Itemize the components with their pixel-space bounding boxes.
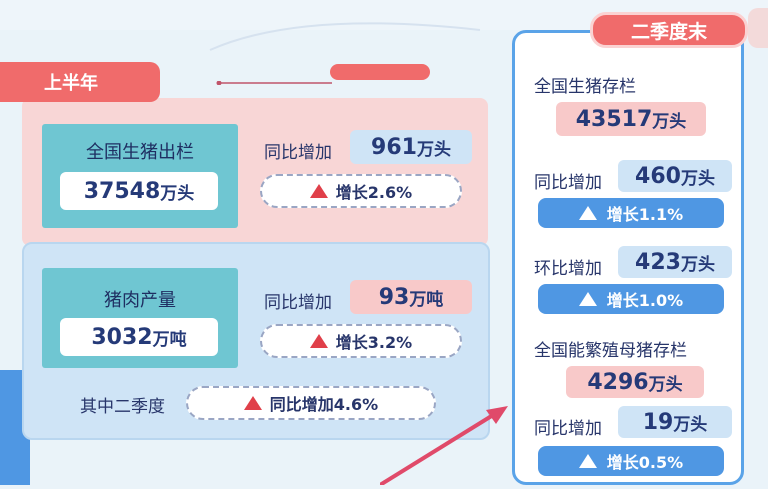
- pork-q2-badge: 同比增加4.6%: [186, 386, 436, 420]
- q2-qoq-value: 423: [635, 249, 681, 275]
- q2-sow-unit: 万头: [648, 374, 683, 395]
- q2-qoq-pill: 423 万头: [618, 246, 732, 278]
- q2-sow-label: 全国能繁殖母猪存栏: [534, 341, 687, 361]
- slaughter-yoy-value: 961: [371, 134, 417, 160]
- q2-qoq-growth-badge: 增长1.0%: [538, 284, 724, 314]
- pork-value: 3032: [91, 324, 153, 350]
- q2-stock-pill: 43517 万头: [556, 102, 706, 136]
- slaughter-label: 全国生猪出栏: [86, 142, 194, 163]
- q2-sow-yoy-label: 同比增加: [534, 419, 602, 439]
- q2-yoy-growth: 增长1.1%: [606, 205, 684, 224]
- up-arrow-icon: [243, 396, 262, 410]
- bg-deco-lines: [180, 0, 500, 60]
- pork-yoy-pill: 93 万吨: [350, 280, 472, 314]
- up-arrow-icon: [309, 334, 328, 348]
- pork-label: 猪肉产量: [104, 290, 176, 311]
- q2-qoq-label: 环比增加: [534, 259, 602, 279]
- q2-yoy-label: 同比增加: [534, 173, 602, 193]
- up-arrow-icon: [578, 454, 597, 468]
- slaughter-growth: 增长2.6%: [335, 183, 413, 202]
- q2-deco: [748, 8, 768, 48]
- q2-sow-growth-badge: 增长0.5%: [538, 446, 724, 476]
- q2-stock-unit: 万头: [652, 111, 687, 132]
- pork-yoy-label: 同比增加: [264, 293, 332, 313]
- q2-stock-label: 全国生猪存栏: [534, 77, 636, 97]
- pork-yoy-value: 93: [378, 284, 410, 310]
- up-arrow-icon: [578, 206, 597, 220]
- q2-sow-value: 4296: [587, 369, 649, 395]
- slaughter-yoy-label: 同比增加: [264, 143, 332, 163]
- slaughter-unit: 万头: [160, 183, 195, 204]
- slaughter-value-pill: 37548 万头: [60, 172, 218, 210]
- q2-sow-yoy-unit: 万头: [673, 414, 708, 435]
- q2-qoq-unit: 万头: [680, 254, 715, 275]
- q2-sow-growth: 增长0.5%: [606, 453, 684, 472]
- pork-q2-label: 其中二季度: [80, 397, 165, 417]
- q2-yoy-pill: 460 万头: [618, 160, 732, 192]
- pork-growth: 增长3.2%: [335, 333, 413, 352]
- up-arrow-icon: [578, 292, 597, 306]
- slaughter-yoy-pill: 961 万头: [350, 130, 472, 164]
- pork-q2-growth: 同比增加4.6%: [269, 395, 379, 414]
- q2-sow-yoy-value: 19: [642, 409, 674, 435]
- slaughter-value: 37548: [83, 178, 161, 204]
- pointer-arrow: [378, 400, 510, 487]
- q2-yoy-growth-badge: 增长1.1%: [538, 198, 724, 228]
- q2-yoy-value: 460: [635, 163, 681, 189]
- pork-unit: 万吨: [152, 329, 187, 350]
- q2-tab-label: 二季度末: [630, 20, 707, 43]
- h1-tab-label: 上半年: [44, 73, 98, 94]
- q2-sow-pill: 4296 万头: [566, 366, 704, 398]
- bg-deco-line: [216, 70, 332, 86]
- h1-tab: 上半年: [0, 62, 160, 102]
- slaughter-growth-badge: 增长2.6%: [260, 174, 462, 208]
- bg-deco-ribbon: [330, 58, 430, 86]
- q2-yoy-unit: 万头: [680, 168, 715, 189]
- slaughter-yoy-unit: 万头: [416, 139, 451, 160]
- pork-value-pill: 3032 万吨: [60, 318, 218, 356]
- q2-stock-value: 43517: [575, 106, 653, 132]
- pork-yoy-unit: 万吨: [409, 289, 444, 310]
- up-arrow-icon: [309, 184, 328, 198]
- pork-growth-badge: 增长3.2%: [260, 324, 462, 358]
- q2-tab: 二季度末: [590, 12, 748, 48]
- q2-qoq-growth: 增长1.0%: [606, 291, 684, 310]
- q2-sow-yoy-pill: 19 万头: [618, 406, 732, 438]
